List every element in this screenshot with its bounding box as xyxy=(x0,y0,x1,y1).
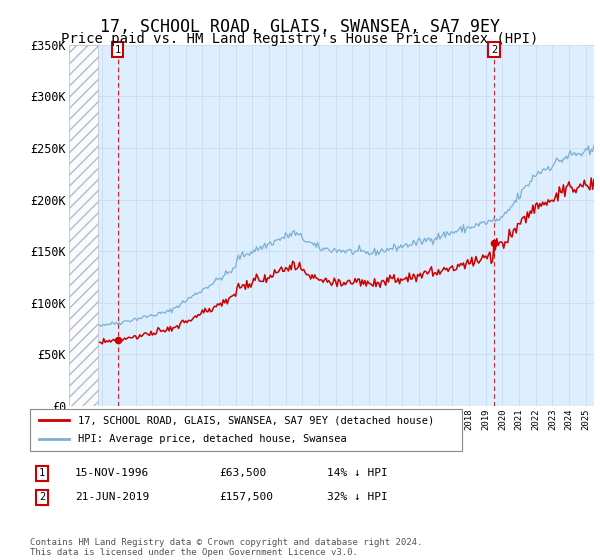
Text: 17, SCHOOL ROAD, GLAIS, SWANSEA, SA7 9EY: 17, SCHOOL ROAD, GLAIS, SWANSEA, SA7 9EY xyxy=(100,18,500,36)
Point xyxy=(489,239,499,248)
Text: 15-NOV-1996: 15-NOV-1996 xyxy=(75,468,149,478)
Text: 1: 1 xyxy=(115,45,121,55)
FancyBboxPatch shape xyxy=(30,409,462,451)
Text: 21-JUN-2019: 21-JUN-2019 xyxy=(75,492,149,502)
Text: 32% ↓ HPI: 32% ↓ HPI xyxy=(327,492,388,502)
Text: 2: 2 xyxy=(491,45,497,55)
Text: £63,500: £63,500 xyxy=(219,468,266,478)
Text: 1: 1 xyxy=(39,468,45,478)
Text: £157,500: £157,500 xyxy=(219,492,273,502)
Text: Price paid vs. HM Land Registry's House Price Index (HPI): Price paid vs. HM Land Registry's House … xyxy=(61,32,539,46)
Point xyxy=(113,336,122,345)
Text: 17, SCHOOL ROAD, GLAIS, SWANSEA, SA7 9EY (detached house): 17, SCHOOL ROAD, GLAIS, SWANSEA, SA7 9EY… xyxy=(77,415,434,425)
Text: Contains HM Land Registry data © Crown copyright and database right 2024.
This d: Contains HM Land Registry data © Crown c… xyxy=(30,538,422,557)
Text: 14% ↓ HPI: 14% ↓ HPI xyxy=(327,468,388,478)
Text: 2: 2 xyxy=(39,492,45,502)
Text: HPI: Average price, detached house, Swansea: HPI: Average price, detached house, Swan… xyxy=(77,435,346,445)
